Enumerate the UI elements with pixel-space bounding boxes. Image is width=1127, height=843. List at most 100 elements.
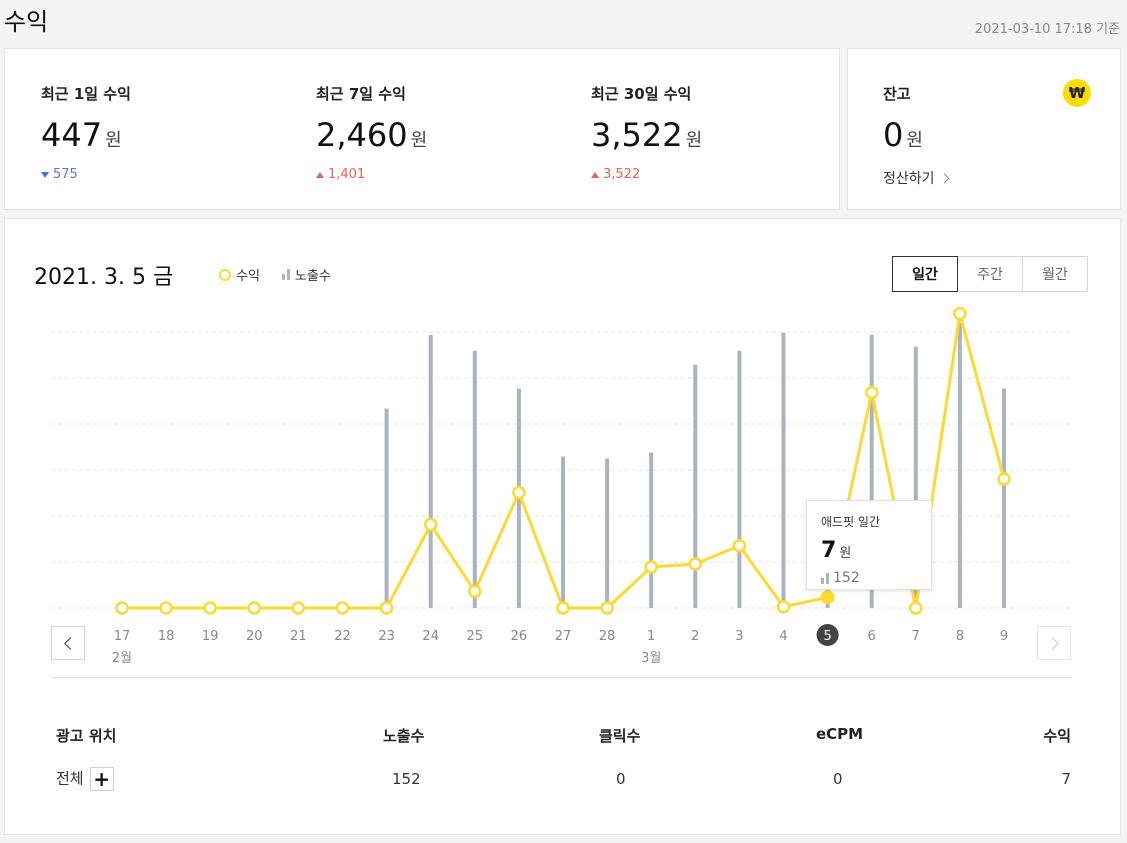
impressions-bar	[957, 322, 962, 608]
revenue-point	[335, 601, 350, 615]
revenue-summary-card: 최근 1일 수익 447 원 575 최근 7일 수익 2,460 원 1,401 …	[4, 48, 840, 210]
stat-delta: 1,401	[316, 167, 427, 182]
x-tick-label: 20	[246, 629, 263, 644]
x-tick-label: 23	[378, 629, 395, 644]
expand-plus-button[interactable]: +	[89, 767, 114, 791]
revenue-point	[776, 600, 791, 614]
header-clicks: 클릭수	[599, 727, 641, 745]
x-tick-label: 3	[735, 629, 743, 644]
revenue-point	[468, 584, 482, 599]
revenue-chart-card: 2021. 3. 5 금 수익 노출수 일간 주간 월간 17 18 19 20 21 2…	[4, 218, 1121, 835]
revenue-point-selected	[820, 590, 835, 605]
triangle-down-icon	[41, 171, 49, 178]
impressions-bar	[1002, 388, 1006, 608]
bar-chart-icon	[821, 572, 829, 584]
x-tick-label: 22	[334, 629, 351, 644]
tab-daily[interactable]: 일간	[892, 256, 958, 292]
impressions-bar	[472, 350, 477, 608]
stat-label: 최근 7일 수익	[316, 85, 406, 103]
tab-monthly[interactable]: 월간	[1022, 256, 1088, 292]
stat-delta: 575	[41, 167, 131, 182]
cell-impressions: 152	[392, 770, 421, 788]
x-tick-label: 2	[691, 629, 699, 644]
revenue-point	[556, 601, 570, 615]
x-tick-label: 19	[202, 629, 219, 644]
x-tick-label: 4	[779, 629, 787, 644]
x-month-label: 3월	[641, 651, 661, 666]
revenue-point	[688, 557, 703, 571]
x-tick-label: 8	[956, 629, 964, 644]
x-tick-label: 7	[912, 629, 920, 644]
legend-impressions: 노출수	[281, 265, 331, 284]
stat-label: 최근 30일 수익	[591, 85, 692, 103]
revenue-point	[203, 601, 217, 615]
cell-revenue: 7	[1061, 770, 1071, 788]
impressions-bar	[561, 456, 565, 608]
stat-delta: 3,522	[591, 167, 702, 182]
revenue-point	[644, 560, 658, 574]
page-title: 수익	[4, 8, 49, 36]
stat-recent-7d: 최근 7일 수익 2,460 원 1,401	[316, 83, 427, 182]
revenue-point	[247, 601, 262, 615]
revenue-point	[732, 539, 747, 553]
impressions-bar	[649, 452, 654, 608]
impressions-bar	[781, 332, 786, 608]
x-tick-label: 18	[158, 629, 175, 644]
x-tick-label: 26	[511, 629, 528, 644]
revenue-point	[864, 385, 879, 400]
impressions-bar	[737, 350, 742, 608]
chart-prev-button[interactable]	[51, 626, 85, 660]
triangle-up-icon	[591, 171, 599, 178]
tooltip-title: 애드핏 일간	[821, 515, 881, 529]
impressions-bar	[428, 334, 433, 608]
divider	[51, 677, 1072, 678]
bar-chart-icon	[281, 269, 290, 280]
revenue-point	[115, 601, 129, 615]
selected-day-marker	[816, 624, 839, 646]
revenue-point	[997, 472, 1011, 486]
stat-value: 3,522 원	[591, 116, 703, 154]
impressions-bar	[869, 334, 874, 608]
header-ecpm: eCPM	[816, 725, 864, 743]
x-tick-label-selected: 5	[823, 629, 831, 644]
stat-label: 최근 1일 수익	[41, 85, 131, 103]
revenue-point	[953, 306, 967, 321]
settle-link[interactable]: 정산하기	[883, 168, 949, 188]
x-tick-label: 1	[647, 629, 655, 644]
x-tick-label: 25	[467, 629, 484, 644]
revenue-point	[379, 601, 394, 615]
x-tick-label: 28	[599, 629, 616, 644]
cell-location: 전체 +	[56, 767, 114, 791]
updated-timestamp: 2021-03-10 17:18 기준	[974, 22, 1120, 37]
x-tick-label: 24	[422, 629, 439, 644]
circle-icon	[219, 268, 231, 281]
stat-recent-1d: 최근 1일 수익 447 원 575	[41, 83, 131, 182]
revenue-point	[600, 601, 614, 615]
stat-value: 2,460 원	[316, 116, 428, 154]
tab-weekly[interactable]: 주간	[957, 256, 1023, 292]
chart-next-button[interactable]	[1037, 626, 1071, 660]
balance-label: 잔고	[883, 85, 911, 103]
revenue-point	[423, 517, 438, 532]
revenue-point	[909, 601, 923, 615]
chevron-right-icon	[1045, 636, 1059, 650]
revenue-point	[159, 601, 173, 615]
tooltip-impressions: 152	[821, 570, 917, 586]
impressions-bar	[605, 458, 610, 608]
impressions-bar	[693, 364, 698, 608]
period-tabs: 일간 주간 월간	[892, 256, 1088, 292]
won-icon: ₩	[1063, 79, 1091, 107]
revenue-point	[291, 601, 306, 615]
x-month-label: 2월	[112, 651, 132, 666]
header-revenue: 수익	[1043, 727, 1071, 745]
header-impressions: 노출수	[383, 727, 425, 745]
legend-revenue: 수익	[219, 265, 260, 284]
x-tick-label: 6	[868, 629, 876, 644]
chevron-right-icon	[939, 173, 949, 183]
x-tick-label: 9	[1000, 629, 1008, 644]
cell-ecpm: 0	[833, 770, 843, 788]
header-location: 광고 위치	[56, 727, 117, 745]
